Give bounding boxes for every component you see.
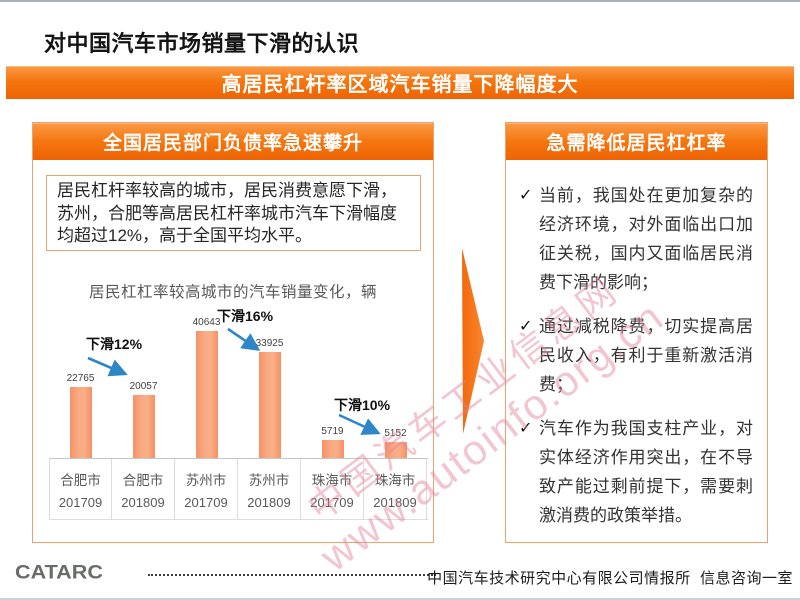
bar-苏州市-201809 [258, 352, 281, 458]
x-axis-city-label: 珠海市 [311, 473, 353, 488]
chart-title: 居民杠杠率较高城市的汽车销量变化，辆 [88, 284, 377, 301]
checkmark-icon: ✓ [519, 318, 533, 335]
x-axis-period-label: 201809 [121, 495, 165, 510]
x-axis-cell: 合肥市 201709 [49, 459, 112, 519]
bar-value-label: 22765 [66, 373, 95, 384]
right-panel: 急需降低居民杠杠率 ✓ 当前，我国处在更加复杂的经济环境，对外面临出口加征关税，… [505, 122, 768, 543]
bullet-item: ✓ 通过减税降费，切实提高居民收入，有利于重新激活消费； [519, 312, 753, 399]
decline-annotation: 下滑16% [217, 308, 274, 324]
decline-annotation: 下滑12% [86, 336, 143, 352]
x-axis-city-label: 珠海市 [374, 473, 416, 488]
bullet-text: 通过减税降费，切实提高居民收入，有利于重新激活消费； [539, 317, 753, 394]
callout-box: 居民杠杆率较高的城市，居民消费意愿下滑， 苏州，合肥等高居民杠杆率城市汽车下滑幅… [46, 175, 421, 251]
bar-value-label: 20057 [129, 381, 158, 392]
bar-value-label: 5719 [321, 426, 344, 437]
bar-珠海市-201709 [321, 440, 344, 458]
x-axis-city-label: 苏州市 [248, 473, 290, 488]
x-axis-period-label: 201809 [247, 495, 291, 510]
x-axis-period-label: 201709 [184, 495, 228, 510]
bar-value-label: 33925 [255, 338, 284, 349]
callout-line: 居民杠杆率较高的城市，居民消费意愿下滑， [57, 181, 397, 200]
bullet-list: ✓ 当前，我国处在更加复杂的经济环境，对外面临出口加征关税，国内又面临居民消费下… [506, 160, 767, 530]
x-axis-cell: 合肥市 201809 [112, 459, 175, 519]
sales-bar-chart: 22765 20057 40643 33925 5719 5152 下滑12% 下滑16% 下滑… [49, 303, 428, 553]
x-axis-period-label: 201809 [373, 495, 417, 510]
page-title: 对中国汽车市场销量下滑的认识 [44, 31, 360, 56]
decline-annotation: 下滑10% [334, 397, 391, 413]
checkmark-icon: ✓ [519, 187, 533, 204]
x-axis-period-label: 201709 [58, 495, 103, 510]
bullet-text: 汽车作为我国支柱产业，对实体经济作用突出，在不导致产能过剩前提下，需要刺激消费的… [539, 419, 753, 525]
x-axis-period-label: 201709 [310, 495, 354, 510]
x-axis-city-label: 苏州市 [185, 473, 227, 488]
section-banner-label: 高居民杠杆率区域汽车销量下降幅度大 [221, 74, 579, 96]
right-panel-header: 急需降低居民杠杠率 [506, 123, 767, 160]
transition-arrow-icon [462, 248, 484, 434]
bar-value-label: 5152 [384, 428, 407, 439]
catarc-logo: CATARC [15, 562, 103, 584]
callout-line: 均超过12%，高于全国平均水平。 [57, 226, 313, 245]
section-banner: 高居民杠杆率区域汽车销量下降幅度大 [6, 66, 794, 99]
x-axis-cell: 苏州市 201809 [238, 459, 301, 519]
x-axis-cell: 苏州市 201709 [175, 459, 238, 519]
x-axis-cell: 珠海市 201709 [301, 459, 364, 519]
bar-合肥市-201709 [69, 387, 92, 458]
left-panel-header-label: 全国居民部门负债率急速攀升 [102, 133, 363, 154]
bar-珠海市-201809 [384, 442, 407, 458]
footer-divider [148, 574, 436, 576]
left-panel-header: 全国居民部门负债率急速攀升 [33, 123, 433, 160]
bullet-text: 当前，我国处在更加复杂的经济环境，对外面临出口加征关税，国内又面临居民消费下滑的… [539, 186, 753, 292]
x-axis-table: 合肥市 201709 合肥市 201809 苏州市 201709 苏州市 201809 珠海市 2… [49, 458, 428, 520]
x-axis-city-label: 合肥市 [60, 473, 101, 488]
left-panel: 全国居民部门负债率急速攀升 居民杠杆率较高的城市，居民消费意愿下滑， 苏州，合肥… [32, 122, 434, 543]
callout-line: 苏州，合肥等高居民杠杆率城市汽车下滑幅度 [57, 203, 397, 223]
right-panel-header-label: 急需降低居民杠杠率 [546, 133, 727, 154]
bullet-item: ✓ 汽车作为我国支柱产业，对实体经济作用突出，在不导致产能过剩前提下，需要刺激消… [519, 414, 753, 530]
x-axis-city-label: 合肥市 [122, 473, 164, 488]
footer-organization: 中国汽车技术研究中心有限公司情报所 信息咨询一室 [427, 570, 793, 587]
bar-合肥市-201809 [132, 395, 155, 458]
x-axis-cell: 珠海市 201809 [364, 459, 427, 519]
bar-value-label: 40643 [192, 317, 221, 328]
bar-苏州市-201709 [195, 331, 218, 458]
bullet-item: ✓ 当前，我国处在更加复杂的经济环境，对外面临出口加征关税，国内又面临居民消费下… [519, 181, 753, 297]
checkmark-icon: ✓ [519, 420, 533, 437]
